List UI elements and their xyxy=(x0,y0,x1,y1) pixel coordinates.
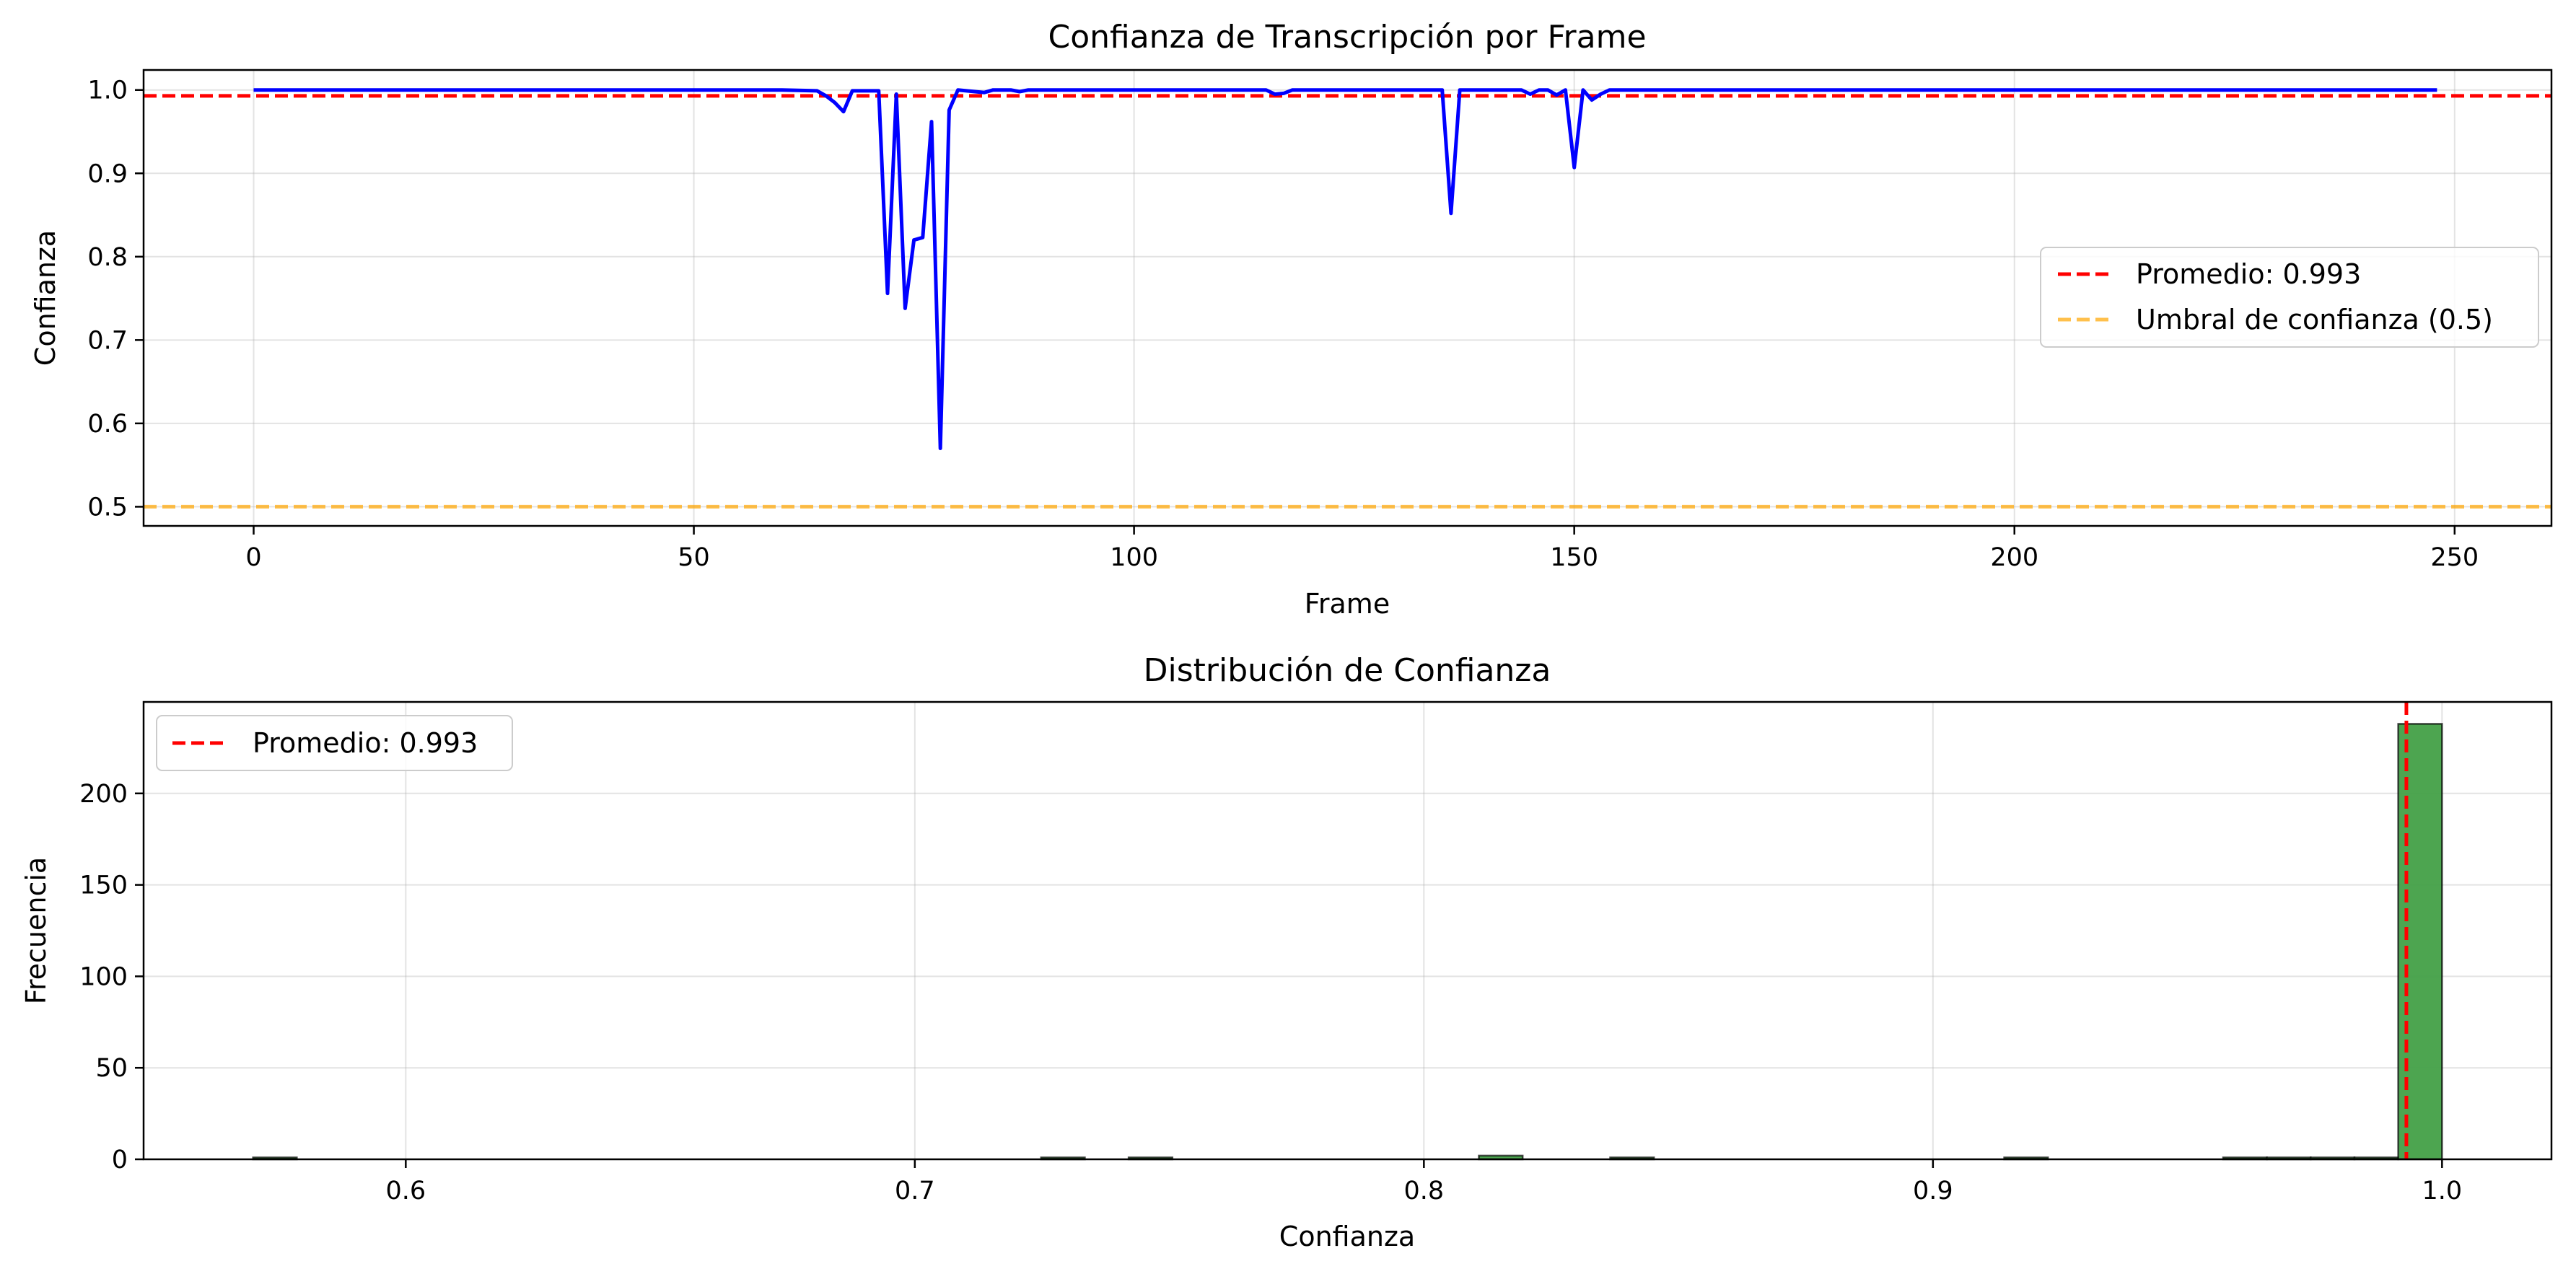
x-tick-label: 1.0 xyxy=(2422,1177,2462,1205)
line-chart-y-ticks: 0.5 0.6 0.7 0.8 0.9 1.0 xyxy=(87,76,144,522)
histogram-legend-box xyxy=(156,715,513,771)
y-tick-label: 0.5 xyxy=(87,493,128,522)
y-tick-label: 0 xyxy=(112,1146,128,1174)
y-tick-label: 50 xyxy=(95,1054,128,1083)
y-tick-label: 0.9 xyxy=(87,159,128,188)
line-chart-legend-box xyxy=(2040,247,2539,348)
line-chart-legend: Promedio: 0.993 Umbral de confianza (0.5… xyxy=(2040,247,2539,348)
histogram-panel: Distribución de Confianza 0.6 0.7 0.8 0.9 1.… xyxy=(20,652,2553,1252)
line-chart-reference-lines xyxy=(144,94,2551,509)
y-tick-label: 200 xyxy=(79,780,128,809)
x-tick-label: 200 xyxy=(1990,543,2038,572)
legend-label-umbral: Umbral de confianza (0.5) xyxy=(2136,304,2493,335)
histogram-x-axis-label: Confianza xyxy=(1279,1221,1415,1252)
x-tick-label: 0.7 xyxy=(895,1177,935,1205)
histogram-title: Distribución de Confianza xyxy=(1144,652,1551,689)
y-tick-label: 0.8 xyxy=(87,243,128,272)
confidence-series-line xyxy=(253,88,2437,450)
x-tick-label: 100 xyxy=(1110,543,1158,572)
histogram-axes-frame xyxy=(142,700,2553,1161)
histogram-legend: Promedio: 0.993 xyxy=(156,715,513,771)
y-tick-label: 1.0 xyxy=(87,76,128,105)
histogram-legend-label-promedio: Promedio: 0.993 xyxy=(253,727,478,759)
y-tick-label: 0.7 xyxy=(87,326,128,355)
histogram-x-ticks: 0.6 0.7 0.8 0.9 1.0 xyxy=(385,1159,2462,1205)
legend-label-promedio: Promedio: 0.993 xyxy=(2136,258,2361,290)
x-tick-label: 50 xyxy=(678,543,710,572)
x-tick-label: 250 xyxy=(2430,543,2479,572)
line-chart-x-axis-label: Frame xyxy=(1305,588,1390,620)
line-chart-panel: Confianza de Transcripción por Frame 0 50… xyxy=(30,19,2553,620)
line-chart-axes-frame xyxy=(142,69,2553,527)
x-tick-label: 0.6 xyxy=(385,1177,426,1205)
x-tick-label: 0.8 xyxy=(1403,1177,1444,1205)
x-tick-label: 0.9 xyxy=(1913,1177,1953,1205)
histogram-y-axis-label: Frecuencia xyxy=(20,857,52,1004)
line-chart-x-ticks: 0 50 100 150 200 250 xyxy=(245,526,2479,572)
y-tick-label: 150 xyxy=(79,871,128,900)
histogram-y-ticks: 0 50 100 150 200 xyxy=(79,780,144,1174)
line-chart-title: Confianza de Transcripción por Frame xyxy=(1048,19,1646,56)
y-tick-label: 100 xyxy=(79,962,128,991)
line-chart-series xyxy=(253,88,2437,450)
y-tick-label: 0.6 xyxy=(87,410,128,439)
x-tick-label: 0 xyxy=(245,543,261,572)
line-chart-y-axis-label: Confianza xyxy=(30,230,61,366)
x-tick-label: 150 xyxy=(1550,543,1598,572)
